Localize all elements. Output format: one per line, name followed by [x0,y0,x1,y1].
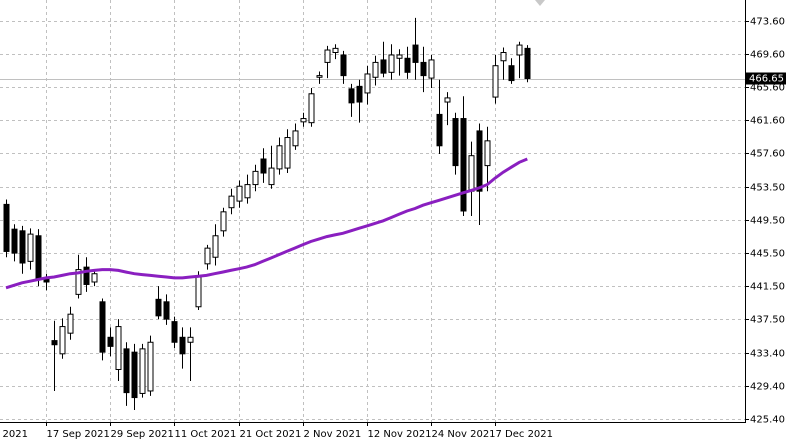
candle-body [364,73,371,94]
candle-body [276,145,283,170]
candle-body [348,88,355,104]
candle-body [139,348,146,394]
candle-body [332,47,339,54]
candle-body [51,340,58,346]
candle-body [147,341,154,392]
candle-body [260,158,267,174]
candle-body [155,298,162,317]
candle-body [468,155,475,192]
x-tick-label: 29 Sep 2021 [111,429,174,440]
candle-body [220,211,227,232]
y-tick-label: 429.40 [750,382,785,393]
candle-body [436,113,443,147]
candle-body [484,140,491,167]
candle-body [316,75,323,78]
candle-body [444,97,451,103]
candle-body [212,235,219,258]
y-tick-label: 457.60 [750,149,785,160]
candle-body [340,54,347,77]
current-price-box [746,72,786,85]
y-tick-label: 449.50 [750,216,785,227]
candle-body [252,170,259,186]
candle-body [67,313,74,334]
candle-body [300,118,307,123]
y-tick-label: 425.40 [750,415,785,426]
x-tick-label: 7 Dec 2021 [496,429,554,440]
current-price-label: 466.65 [749,74,784,85]
y-tick-label: 453.50 [750,183,785,194]
x-tick-label: ep 2021 [0,429,28,440]
candle-body [99,301,106,353]
y-tick-label: 461.60 [750,116,785,127]
candle-body [356,85,363,103]
x-tick-label: 11 Oct 2021 [175,429,237,440]
y-tick-label: 473.60 [750,17,785,28]
candle-body [163,301,170,320]
candle-body [19,230,26,264]
candle-body [195,276,202,308]
candle-body [396,54,403,59]
candle-body [236,185,243,202]
candle-body [380,59,387,74]
candle-body [179,336,186,355]
marks [3,17,531,410]
candle-body [460,118,467,212]
y-tick-label: 445.50 [750,249,785,260]
candle-body [492,65,499,98]
candle-body [115,326,122,370]
candle-body [404,57,411,73]
x-tick-label: 24 Nov 2021 [432,429,496,440]
y-tick-label: 465.60 [750,83,785,94]
candle-body [171,321,178,343]
candle-body [75,269,82,295]
candle-body [292,130,299,147]
candle-body [11,228,18,254]
candle-body [524,47,531,80]
candle-body [131,351,138,399]
candle-body [500,52,507,62]
x-tick-label: 21 Oct 2021 [240,429,302,440]
candle-body [107,336,114,347]
candle-body [308,93,315,124]
candle-body [228,195,235,209]
candle-body [428,59,435,79]
moving-average [5,157,528,290]
x-tick-label: 12 Nov 2021 [368,429,432,440]
candle-body [324,49,331,63]
candle-body [123,348,130,394]
candle-body [268,167,275,186]
y-tick-label: 433.40 [750,349,785,360]
candle-body [452,118,459,167]
y-tick-label: 437.50 [750,315,785,326]
candle-body [412,44,419,63]
candle-body [91,273,98,283]
candle-body [83,266,90,285]
candle-body [244,184,251,199]
candle-body [284,137,291,169]
shift-marker [535,0,545,6]
x-tick-label: 2 Nov 2021 [304,429,362,440]
candle-body [59,326,66,355]
x-tick-label: 17 Sep 2021 [47,429,110,440]
candle-body [35,235,42,281]
candle-body [187,336,194,343]
y-tick-label: 469.60 [750,50,785,61]
candle-body [516,44,523,56]
candle-body [508,65,515,82]
grid [0,0,745,422]
y-tick-label: 441.50 [750,282,785,293]
candle-body [3,203,10,252]
candle-body [476,130,483,192]
candle-body [27,233,34,262]
candle-body [204,247,211,265]
candle-body [372,61,379,78]
candle-body [388,54,395,73]
candle-body [420,61,427,77]
